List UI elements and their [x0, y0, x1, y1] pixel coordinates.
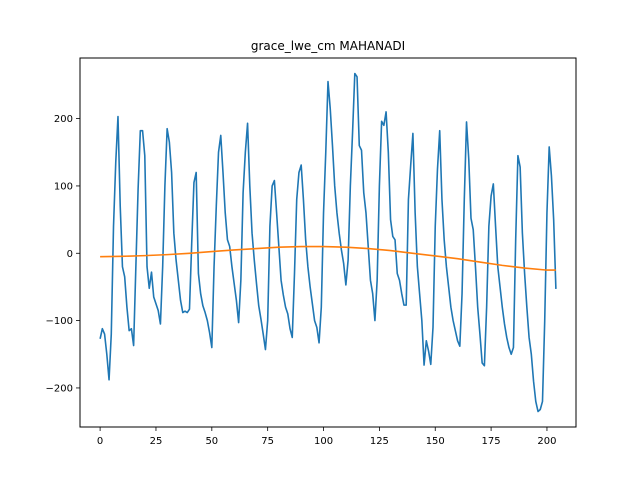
y-tick-label: 200: [54, 114, 73, 125]
plot-area: [99, 72, 557, 413]
axes-frame: [79, 57, 577, 428]
x-tick-label: 200: [537, 436, 556, 447]
x-tick-label: 25: [150, 436, 163, 447]
y-tick-label: 0: [67, 249, 73, 260]
x-tick-label: 100: [314, 436, 333, 447]
x-tick-label: 175: [482, 436, 501, 447]
x-tick-label: 50: [205, 436, 218, 447]
y-tick-label: 100: [54, 181, 73, 192]
x-tick-label: 0: [97, 436, 103, 447]
series-line-2: [100, 245, 556, 271]
series-line-1: [99, 72, 557, 413]
y-tick-label: −100: [46, 316, 73, 327]
chart-title: grace_lwe_cm MAHANADI: [251, 39, 405, 53]
x-tick-label: 125: [370, 436, 389, 447]
y-axis: −200 −100 0 100 200: [46, 114, 80, 394]
x-tick-label: 150: [426, 436, 445, 447]
x-tick-label: 75: [261, 436, 274, 447]
y-tick-label: −200: [46, 383, 73, 394]
x-axis: 0 25 50 75 100 125 150 175 200: [97, 427, 557, 447]
